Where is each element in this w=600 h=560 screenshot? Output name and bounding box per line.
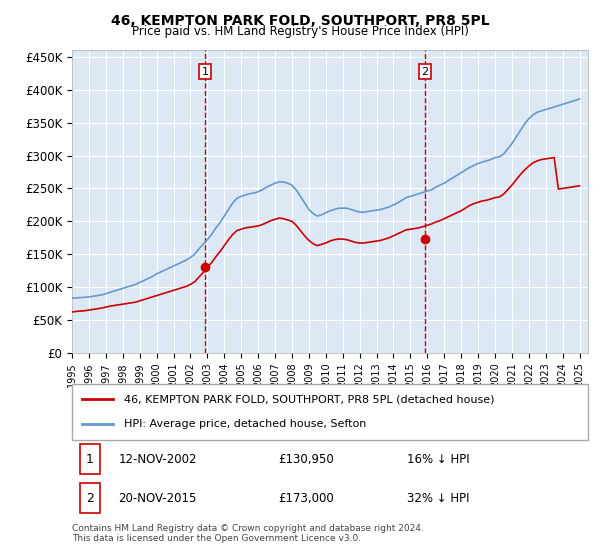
Text: 46, KEMPTON PARK FOLD, SOUTHPORT, PR8 5PL (detached house): 46, KEMPTON PARK FOLD, SOUTHPORT, PR8 5P… <box>124 394 494 404</box>
Text: 12-NOV-2002: 12-NOV-2002 <box>118 453 197 466</box>
Text: £173,000: £173,000 <box>278 492 334 505</box>
Text: HPI: Average price, detached house, Sefton: HPI: Average price, detached house, Seft… <box>124 419 366 429</box>
Text: Contains HM Land Registry data © Crown copyright and database right 2024.
This d: Contains HM Land Registry data © Crown c… <box>72 524 424 543</box>
FancyBboxPatch shape <box>72 384 588 440</box>
Text: 16% ↓ HPI: 16% ↓ HPI <box>407 453 470 466</box>
Text: 46, KEMPTON PARK FOLD, SOUTHPORT, PR8 5PL: 46, KEMPTON PARK FOLD, SOUTHPORT, PR8 5P… <box>110 14 490 28</box>
Text: 32% ↓ HPI: 32% ↓ HPI <box>407 492 470 505</box>
Text: £130,950: £130,950 <box>278 453 334 466</box>
FancyBboxPatch shape <box>80 444 100 474</box>
Text: 2: 2 <box>422 67 428 77</box>
Text: 20-NOV-2015: 20-NOV-2015 <box>118 492 197 505</box>
FancyBboxPatch shape <box>80 483 100 513</box>
Text: 1: 1 <box>202 67 209 77</box>
Text: 1: 1 <box>86 453 94 466</box>
Text: 2: 2 <box>86 492 94 505</box>
Text: Price paid vs. HM Land Registry's House Price Index (HPI): Price paid vs. HM Land Registry's House … <box>131 25 469 38</box>
